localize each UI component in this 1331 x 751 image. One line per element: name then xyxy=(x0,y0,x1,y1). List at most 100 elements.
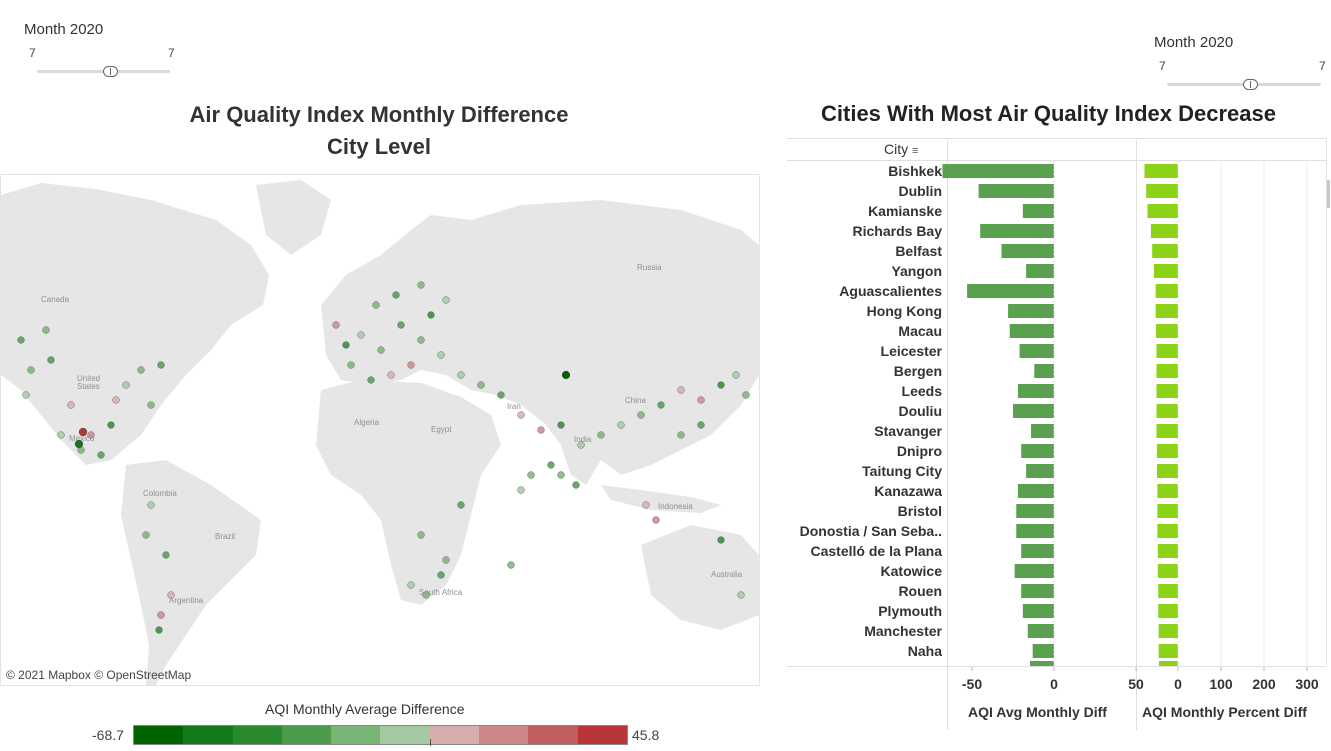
avg-diff-bar[interactable] xyxy=(978,184,1054,198)
city-point[interactable] xyxy=(517,486,525,494)
pct-diff-bar[interactable] xyxy=(1156,324,1178,338)
pct-diff-bar[interactable] xyxy=(1157,564,1178,578)
avg-diff-bar[interactable] xyxy=(942,164,1054,178)
city-point[interactable] xyxy=(347,361,355,369)
city-point[interactable] xyxy=(78,427,88,437)
right-month-slider-handle[interactable] xyxy=(1243,79,1258,90)
avg-diff-bar[interactable] xyxy=(1013,404,1054,418)
city-point[interactable] xyxy=(617,421,625,429)
city-point[interactable] xyxy=(22,391,30,399)
city-point[interactable] xyxy=(637,411,645,419)
avg-diff-bar[interactable] xyxy=(1017,484,1054,498)
city-label[interactable]: Leicester xyxy=(881,343,943,359)
city-label[interactable]: Leeds xyxy=(902,383,943,399)
bar-list-scrollbar[interactable] xyxy=(1327,180,1330,208)
sort-descending-icon[interactable]: ≡ xyxy=(912,145,919,157)
city-point[interactable] xyxy=(577,441,585,449)
city-point[interactable] xyxy=(162,551,170,559)
avg-diff-bar[interactable] xyxy=(1017,384,1054,398)
city-column-header[interactable]: City ≡ xyxy=(884,141,918,157)
pct-diff-bar[interactable] xyxy=(1159,661,1178,666)
pct-diff-bar[interactable] xyxy=(1157,524,1178,538)
avg-diff-bar[interactable] xyxy=(1021,444,1054,458)
pct-diff-bar[interactable] xyxy=(1156,344,1179,358)
city-point[interactable] xyxy=(97,451,105,459)
city-point[interactable] xyxy=(407,581,415,589)
city-point[interactable] xyxy=(377,346,385,354)
city-point[interactable] xyxy=(137,366,145,374)
pct-diff-bar[interactable] xyxy=(1144,164,1178,178)
city-label[interactable]: Bishkek xyxy=(888,163,942,179)
city-label[interactable]: Castelló de la Plana xyxy=(811,543,943,559)
city-point[interactable] xyxy=(142,531,150,539)
avg-diff-bar[interactable] xyxy=(1016,504,1054,518)
city-point[interactable] xyxy=(507,561,515,569)
pct-diff-bar[interactable] xyxy=(1153,264,1178,278)
city-label[interactable]: Plymouth xyxy=(878,603,942,619)
pct-diff-bar[interactable] xyxy=(1150,224,1178,238)
city-point[interactable] xyxy=(155,626,163,634)
city-point[interactable] xyxy=(47,356,55,364)
city-point[interactable] xyxy=(397,321,405,329)
city-label[interactable]: Yangon xyxy=(891,263,942,279)
world-map[interactable]: Canada United States Mexico Colombia Bra… xyxy=(0,174,760,686)
avg-diff-bar[interactable] xyxy=(1032,644,1054,658)
pct-diff-bar[interactable] xyxy=(1155,284,1178,298)
city-label[interactable]: Rouen xyxy=(898,583,942,599)
avg-diff-bar[interactable] xyxy=(1022,604,1054,618)
city-label[interactable]: Bergen xyxy=(894,363,942,379)
city-point[interactable] xyxy=(677,386,685,394)
avg-diff-bar[interactable] xyxy=(1021,584,1054,598)
city-label[interactable]: Katowice xyxy=(881,563,943,579)
city-label[interactable]: Kanazawa xyxy=(874,483,942,499)
city-label[interactable]: Naha xyxy=(908,643,942,659)
pct-diff-bar[interactable] xyxy=(1158,604,1178,618)
city-point[interactable] xyxy=(442,556,450,564)
left-month-slider-handle[interactable] xyxy=(103,66,118,77)
city-point[interactable] xyxy=(677,431,685,439)
avg-diff-bar[interactable] xyxy=(1009,324,1054,338)
city-point[interactable] xyxy=(107,421,115,429)
city-point[interactable] xyxy=(157,611,165,619)
city-point[interactable] xyxy=(422,591,430,599)
city-label[interactable]: Kamianske xyxy=(868,203,942,219)
city-point[interactable] xyxy=(717,536,725,544)
city-point[interactable] xyxy=(74,439,84,449)
city-point[interactable] xyxy=(657,401,665,409)
avg-diff-bar[interactable] xyxy=(1014,564,1054,578)
city-point[interactable] xyxy=(417,531,425,539)
city-point[interactable] xyxy=(67,401,75,409)
city-point[interactable] xyxy=(457,501,465,509)
city-point[interactable] xyxy=(557,471,565,479)
city-point[interactable] xyxy=(497,391,505,399)
pct-diff-bar[interactable] xyxy=(1156,384,1179,398)
avg-diff-bar[interactable] xyxy=(980,224,1054,238)
city-label[interactable]: Dublin xyxy=(898,183,942,199)
city-label[interactable]: Manchester xyxy=(864,623,942,639)
city-point[interactable] xyxy=(372,301,380,309)
city-point[interactable] xyxy=(561,370,571,380)
city-point[interactable] xyxy=(147,401,155,409)
avg-diff-bar[interactable] xyxy=(1030,661,1054,666)
pct-diff-bar[interactable] xyxy=(1156,364,1179,378)
city-label[interactable]: Donostia / San Seba.. xyxy=(800,523,942,539)
avg-diff-bar[interactable] xyxy=(1021,544,1054,558)
city-point[interactable] xyxy=(547,461,555,469)
city-point[interactable] xyxy=(147,501,155,509)
city-point[interactable] xyxy=(57,431,65,439)
pct-diff-bar[interactable] xyxy=(1157,484,1178,498)
city-point[interactable] xyxy=(737,591,745,599)
city-point[interactable] xyxy=(87,431,95,439)
city-point[interactable] xyxy=(557,421,565,429)
city-point[interactable] xyxy=(732,371,740,379)
city-point[interactable] xyxy=(597,431,605,439)
pct-diff-bar[interactable] xyxy=(1156,464,1178,478)
city-points-layer[interactable] xyxy=(1,175,759,685)
city-point[interactable] xyxy=(112,396,120,404)
pct-diff-bar[interactable] xyxy=(1156,404,1179,418)
avg-diff-bar[interactable] xyxy=(1016,524,1054,538)
city-point[interactable] xyxy=(517,411,525,419)
city-point[interactable] xyxy=(342,341,350,349)
city-point[interactable] xyxy=(742,391,750,399)
city-point[interactable] xyxy=(42,326,50,334)
